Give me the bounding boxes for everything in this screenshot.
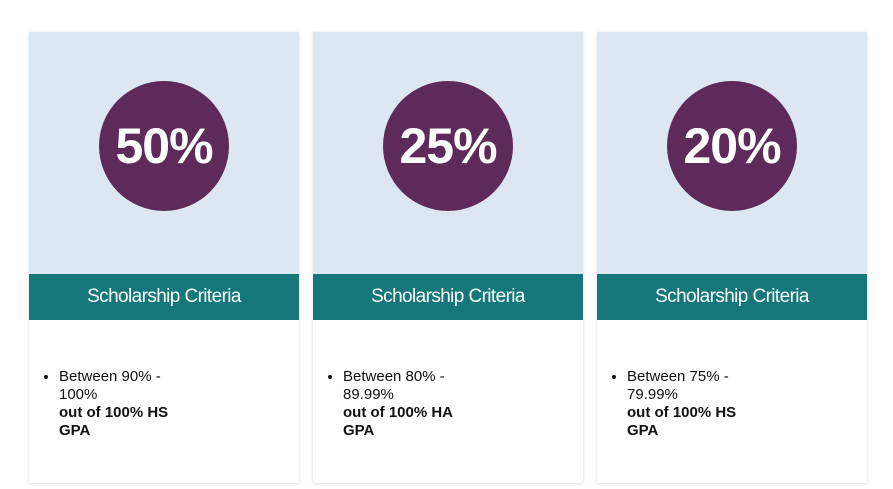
criteria-list: Between 75% - 79.99% out of 100% HS GPA (597, 368, 867, 440)
criteria-list: Between 80% - 89.99% out of 100% HA GPA (313, 368, 583, 440)
gpa-range: Between 90% - 100% (59, 368, 161, 403)
gpa-basis: out of 100% HA GPA (343, 404, 453, 439)
percent-badge: 20% (667, 81, 797, 211)
percent-badge: 25% (383, 81, 513, 211)
gpa-range: Between 80% - 89.99% (343, 368, 445, 403)
criteria-band: Scholarship Criteria (29, 274, 299, 320)
scholarship-cards: 50% Scholarship Criteria Between 90% - 1… (29, 32, 867, 483)
criteria-band: Scholarship Criteria (313, 274, 583, 320)
criteria-body: Between 90% - 100% out of 100% HS GPA (29, 320, 299, 483)
criteria-item: Between 90% - 100% out of 100% HS GPA (59, 368, 181, 440)
scholarship-card-3: 20% Scholarship Criteria Between 75% - 7… (597, 32, 867, 483)
gpa-basis: out of 100% HS GPA (627, 404, 737, 439)
criteria-list: Between 90% - 100% out of 100% HS GPA (29, 368, 299, 440)
criteria-band: Scholarship Criteria (597, 274, 867, 320)
criteria-item: Between 80% - 89.99% out of 100% HA GPA (343, 368, 465, 440)
gpa-basis: out of 100% HS GPA (59, 404, 169, 439)
criteria-body: Between 75% - 79.99% out of 100% HS GPA (597, 320, 867, 483)
criteria-item: Between 75% - 79.99% out of 100% HS GPA (627, 368, 749, 440)
card-header-area: 25% (313, 32, 583, 274)
card-header-area: 20% (597, 32, 867, 274)
card-header-area: 50% (29, 32, 299, 274)
scholarship-card-2: 25% Scholarship Criteria Between 80% - 8… (313, 32, 583, 483)
criteria-body: Between 80% - 89.99% out of 100% HA GPA (313, 320, 583, 483)
percent-badge: 50% (99, 81, 229, 211)
gpa-range: Between 75% - 79.99% (627, 368, 729, 403)
scholarship-card-1: 50% Scholarship Criteria Between 90% - 1… (29, 32, 299, 483)
